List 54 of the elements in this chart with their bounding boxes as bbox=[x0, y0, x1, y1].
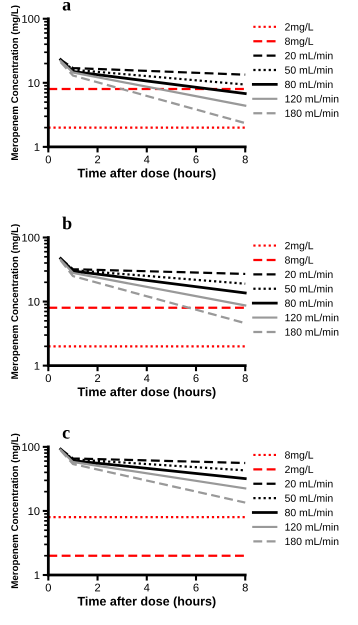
legend-label: 8mg/L bbox=[285, 451, 314, 461]
x-tick-label: 4 bbox=[144, 156, 150, 164]
x-tick-label: 4 bbox=[144, 374, 150, 382]
legend-label: 180 mL/min bbox=[285, 328, 338, 336]
x-tick-label: 8 bbox=[242, 584, 248, 592]
x-tick-label: 0 bbox=[46, 584, 51, 592]
x-tick-label: 6 bbox=[193, 156, 199, 164]
legend-label: 20 mL/min bbox=[285, 270, 333, 278]
legend-label: 50 mL/min bbox=[285, 66, 333, 74]
legend-label: 2mg/L bbox=[285, 242, 314, 252]
x-axis-title: Time after dose (hours) bbox=[78, 387, 216, 399]
y-axis-title: Meropenem Concentration (mg/L) bbox=[10, 224, 20, 379]
x-tick-label: 2 bbox=[95, 374, 100, 382]
legend-label: 50 mL/min bbox=[285, 284, 333, 293]
legend-label: 80 mL/min bbox=[285, 299, 333, 307]
legend-label: 120 mL/min bbox=[285, 523, 338, 531]
x-tick-label: 6 bbox=[193, 374, 199, 382]
legend-label: 8mg/L bbox=[285, 256, 314, 266]
y-axis-title: Meropenem Concentration (mg/L) bbox=[10, 434, 20, 588]
y-tick-label: 100 bbox=[22, 234, 40, 242]
legend-label: 8mg/L bbox=[285, 37, 314, 48]
y-tick-label: 1 bbox=[34, 571, 40, 580]
legend-label: 180 mL/min bbox=[285, 537, 338, 546]
legend-label: 80 mL/min bbox=[285, 508, 333, 516]
x-tick-label: 0 bbox=[46, 374, 51, 382]
legend-label: 180 mL/min bbox=[285, 109, 338, 117]
y-tick-label: 100 bbox=[22, 15, 40, 23]
x-tick-label: 2 bbox=[95, 156, 100, 164]
legend-label: 20 mL/min bbox=[285, 52, 333, 60]
x-tick-label: 0 bbox=[46, 156, 51, 164]
y-tick-label: 100 bbox=[22, 443, 40, 452]
chart-title: b bbox=[62, 216, 72, 230]
y-tick-label: 10 bbox=[28, 79, 40, 87]
x-tick-label: 8 bbox=[242, 156, 248, 164]
x-tick-label: 6 bbox=[193, 584, 199, 592]
y-tick-label: 10 bbox=[28, 298, 40, 306]
x-tick-label: 4 bbox=[144, 584, 150, 592]
legend-label: 20 mL/min bbox=[285, 480, 333, 488]
y-axis-title: Meropenem Concentration (mg/L) bbox=[10, 6, 20, 160]
x-tick-label: 8 bbox=[242, 374, 248, 382]
legend-label: 120 mL/min bbox=[285, 314, 338, 322]
chart-title: c bbox=[62, 430, 70, 439]
legend-label: 80 mL/min bbox=[285, 80, 333, 88]
legend-label: 50 mL/min bbox=[285, 494, 333, 502]
x-axis-title: Time after dose (hours) bbox=[78, 168, 216, 180]
y-tick-label: 1 bbox=[34, 143, 40, 151]
legend-label: 120 mL/min bbox=[285, 94, 338, 103]
y-tick-label: 10 bbox=[28, 507, 40, 516]
legend-label: 2mg/L bbox=[285, 22, 314, 33]
legend-label: 2mg/L bbox=[285, 465, 314, 476]
x-tick-label: 2 bbox=[95, 584, 100, 592]
y-tick-label: 1 bbox=[34, 362, 40, 370]
chart-title: a bbox=[62, 2, 71, 11]
x-axis-title: Time after dose (hours) bbox=[78, 596, 216, 608]
